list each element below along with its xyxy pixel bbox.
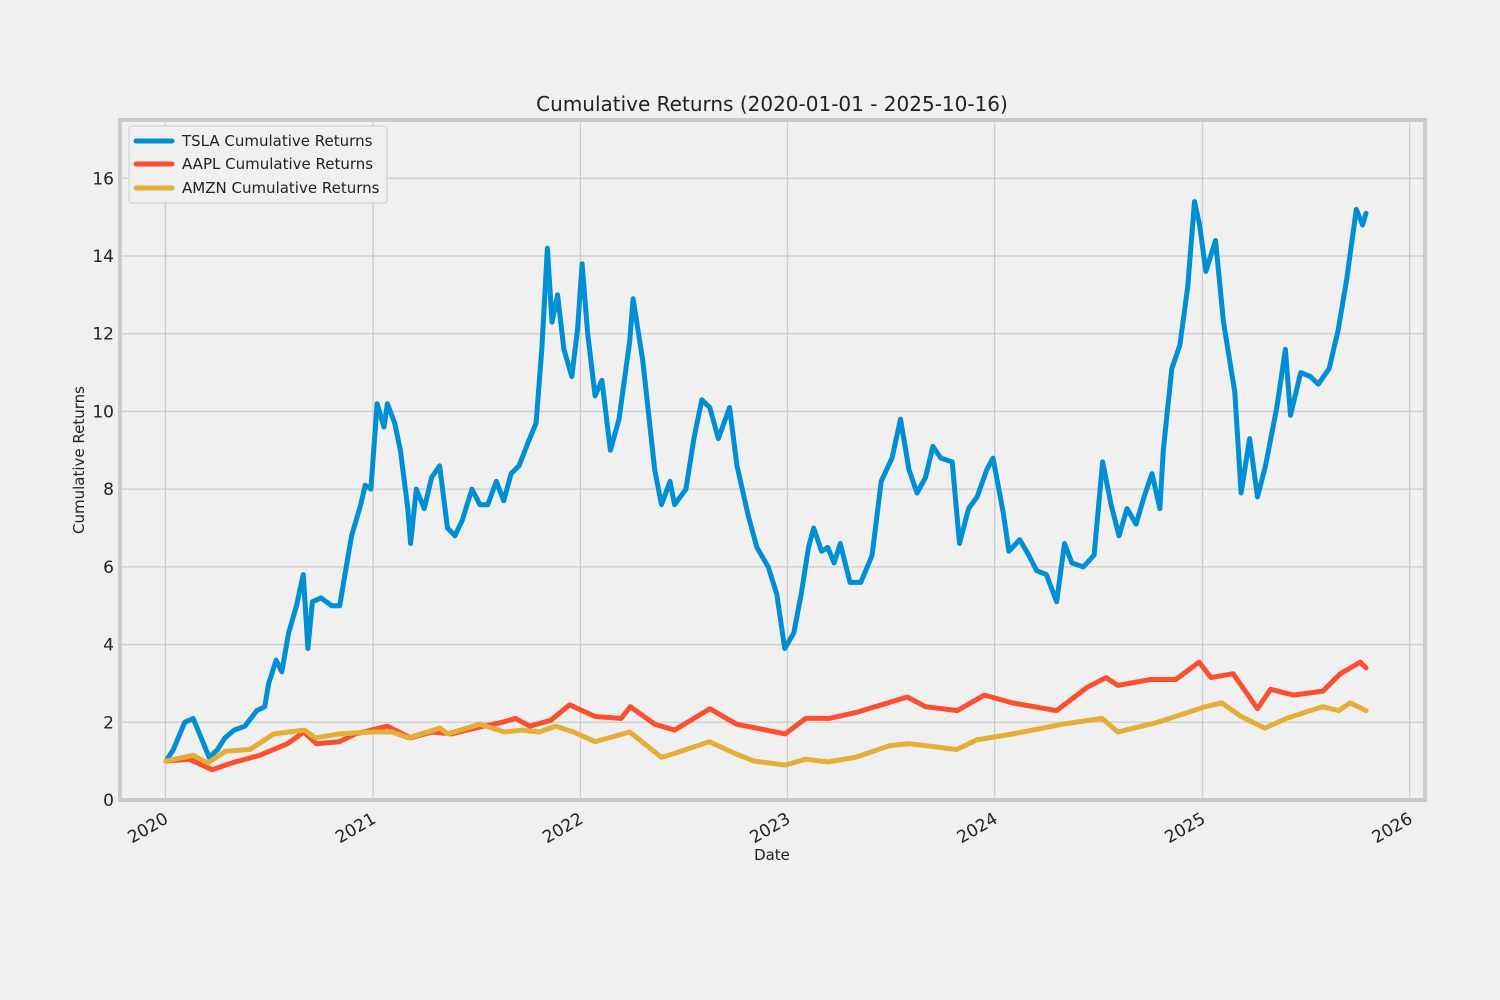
series-line-tsla xyxy=(163,199,1369,764)
y-tick-label: 4 xyxy=(103,636,114,656)
y-tick-labels: 0 2 4 6 8 10 12 14 16 xyxy=(92,169,114,811)
y-tick-label: 16 xyxy=(92,169,114,189)
y-tick-label: 12 xyxy=(92,325,114,345)
legend-box xyxy=(128,125,388,204)
y-tick-label: 6 xyxy=(103,558,114,578)
y-tick-label: 2 xyxy=(103,713,114,733)
plot-area xyxy=(118,118,1427,802)
y-tick-label: 14 xyxy=(92,247,114,267)
legend-label-amzn: AMZN Cumulative Returns xyxy=(182,179,380,197)
legend-label-tsla: TSLA Cumulative Returns xyxy=(181,132,373,150)
y-tick-label: 8 xyxy=(103,480,114,500)
chart-title: Cumulative Returns (2020-01-01 - 2025-10… xyxy=(536,92,1008,116)
series-lines xyxy=(163,199,1369,773)
y-tick-label: 10 xyxy=(92,402,114,422)
series-line-aapl xyxy=(163,659,1369,773)
x-axis-title: Date xyxy=(754,846,790,864)
y-tick-label: 0 xyxy=(103,791,114,811)
y-axis-title: Cumulative Returns xyxy=(70,386,88,534)
legend-label-aapl: AAPL Cumulative Returns xyxy=(182,155,373,173)
legend: TSLA Cumulative Returns AAPL Cumulative … xyxy=(128,125,388,204)
series-line-amzn xyxy=(163,700,1369,768)
